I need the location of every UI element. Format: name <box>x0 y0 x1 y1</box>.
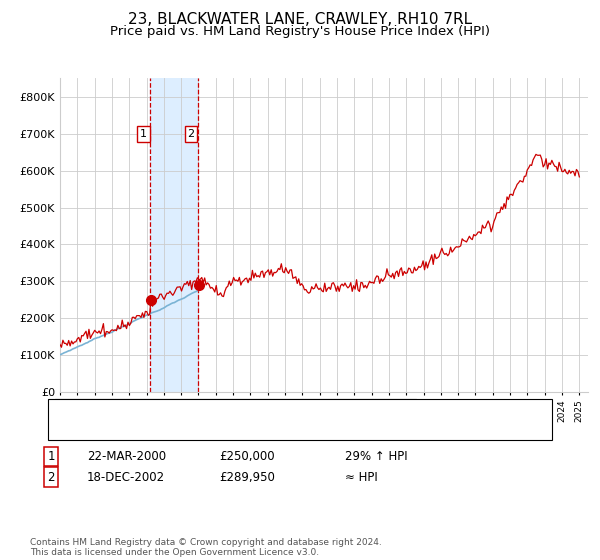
Text: Price paid vs. HM Land Registry's House Price Index (HPI): Price paid vs. HM Land Registry's House … <box>110 25 490 38</box>
Text: 29% ↑ HPI: 29% ↑ HPI <box>345 450 407 463</box>
Text: 2: 2 <box>47 470 55 484</box>
Text: 18-DEC-2002: 18-DEC-2002 <box>87 470 165 484</box>
Text: ≈ HPI: ≈ HPI <box>345 470 378 484</box>
Text: 1: 1 <box>140 129 147 139</box>
Text: £250,000: £250,000 <box>219 450 275 463</box>
Text: 23, BLACKWATER LANE, CRAWLEY, RH10 7RL: 23, BLACKWATER LANE, CRAWLEY, RH10 7RL <box>128 12 472 27</box>
Text: Contains HM Land Registry data © Crown copyright and database right 2024.
This d: Contains HM Land Registry data © Crown c… <box>30 538 382 557</box>
Legend: 23, BLACKWATER LANE, CRAWLEY, RH10 7RL (detached house), HPI: Average price, det: 23, BLACKWATER LANE, CRAWLEY, RH10 7RL (… <box>53 399 418 435</box>
Text: 2: 2 <box>187 129 194 139</box>
Text: 22-MAR-2000: 22-MAR-2000 <box>87 450 166 463</box>
Text: 1: 1 <box>47 450 55 463</box>
Bar <box>151 78 198 392</box>
Text: £289,950: £289,950 <box>219 470 275 484</box>
